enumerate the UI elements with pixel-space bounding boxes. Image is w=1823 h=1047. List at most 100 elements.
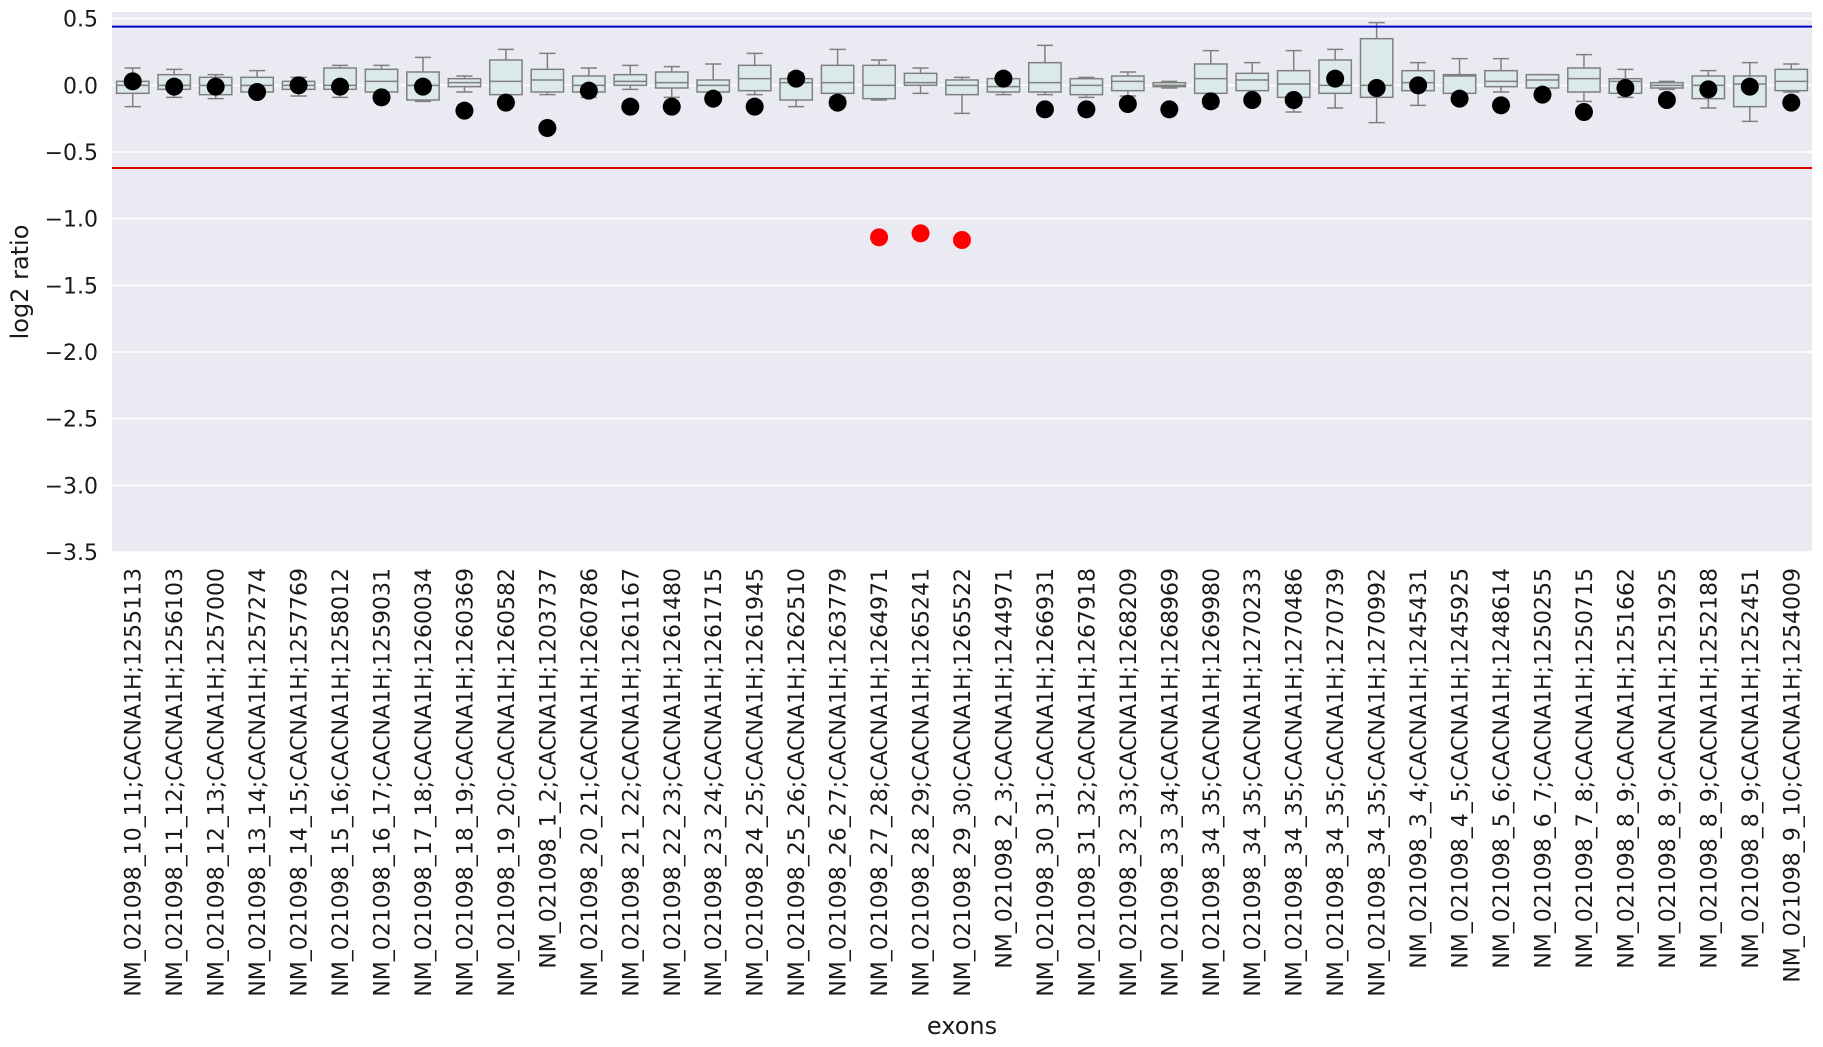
x-tick-label: NM_021098_34_35;CACNA1H;1270992	[1366, 568, 1391, 997]
x-tick-label: NM_021098_9_10;CACNA1H;1254009	[1780, 568, 1805, 983]
sample-point	[1118, 95, 1137, 113]
x-tick-label: NM_021098_2_3;CACNA1H;1244971	[992, 568, 1017, 969]
x-tick-label: NM_021098_26_27;CACNA1H;1263779	[827, 568, 852, 997]
x-tick-label: NM_021098_16_17;CACNA1H;1259031	[371, 568, 396, 997]
box-body	[1567, 67, 1601, 93]
sample-point	[745, 97, 764, 116]
box	[1442, 57, 1477, 96]
sample-point	[1574, 103, 1593, 121]
box	[654, 65, 689, 99]
box-body	[1110, 75, 1145, 92]
y-tick-label: −2.0	[45, 341, 98, 366]
box	[1484, 57, 1518, 93]
y-tick-label: −0.5	[45, 141, 98, 166]
x-tick-label: NM_021098_34_35;CACNA1H;1270739	[1324, 568, 1349, 997]
sample-point	[1077, 100, 1096, 119]
sample-point	[870, 228, 889, 247]
box-body	[945, 79, 979, 96]
box	[1028, 44, 1062, 96]
y-axis-ticks: 0.5 0.0 −0.5 −1.0 −1.5 −2.0 −2.5 −3.0 −3.5	[45, 8, 98, 566]
x-axis-title: exons	[927, 1012, 997, 1040]
x-tick-label: NM_021098_32_33;CACNA1H;1268209	[1117, 568, 1142, 997]
sample-point	[1035, 100, 1054, 119]
sample-point	[579, 81, 598, 100]
y-axis-title: log2 ratio	[6, 225, 34, 340]
box	[1193, 49, 1228, 108]
sample-point	[289, 76, 308, 95]
box-body	[820, 64, 855, 95]
x-tick-label: NM_021098_5_6;CACNA1H;1248614	[1490, 568, 1515, 969]
sample-point	[206, 77, 225, 96]
box	[779, 72, 814, 108]
sample-point	[372, 88, 391, 107]
sample-point	[1699, 80, 1718, 99]
y-tick-label: −2.5	[45, 408, 98, 433]
box-body	[1359, 37, 1394, 99]
x-tick-label: NM_021098_23_24;CACNA1H;1261715	[702, 568, 727, 997]
box-body	[903, 72, 938, 87]
x-tick-label: NM_021098_8_9;CACNA1H;1251925	[1656, 568, 1681, 969]
x-tick-label: NM_021098_34_35;CACNA1H;1270233	[1241, 568, 1266, 997]
y-tick-label: −3.5	[45, 541, 98, 566]
x-tick-label: NM_021098_8_9;CACNA1H;1252451	[1739, 568, 1764, 969]
y-tick-label: 0.5	[63, 8, 98, 33]
sample-point	[123, 72, 142, 91]
box-body	[1069, 77, 1104, 96]
x-tick-label: NM_021098_3_4;CACNA1H;1245431	[1407, 568, 1432, 969]
box	[862, 59, 896, 101]
x-tick-label: NM_021098_14_15;CACNA1H;1257769	[288, 568, 313, 997]
x-tick-label: NM_021098_11_12;CACNA1H;1256103	[163, 568, 188, 997]
box	[530, 52, 565, 96]
sample-point	[1616, 79, 1635, 97]
y-tick-label: −3.0	[45, 474, 98, 499]
x-tick-label: NM_021098_17_18;CACNA1H;1260034	[412, 568, 437, 997]
x-tick-label: NM_021098_8_9;CACNA1H;1252188	[1697, 568, 1722, 969]
box	[737, 52, 772, 96]
sample-point	[1326, 69, 1345, 88]
x-tick-label: NM_021098_22_23;CACNA1H;1261480	[661, 568, 686, 997]
sample-point	[165, 77, 184, 96]
sample-point	[1160, 100, 1179, 119]
x-tick-label: NM_021098_24_25;CACNA1H;1261945	[744, 568, 769, 997]
box	[1069, 76, 1104, 99]
x-tick-label: NM_021098_10_11;CACNA1H;1255113	[122, 568, 147, 997]
box-body	[1774, 68, 1809, 92]
y-tick-label: −1.5	[45, 274, 98, 299]
sample-point	[1284, 91, 1303, 109]
x-tick-label: NM_021098_29_30;CACNA1H;1265522	[951, 568, 976, 997]
sample-points	[123, 69, 1801, 249]
x-tick-label: NM_021098_21_22;CACNA1H;1261167	[619, 568, 644, 997]
box	[1152, 80, 1187, 89]
sample-point	[1657, 91, 1676, 109]
box	[447, 75, 482, 93]
sample-point	[455, 101, 474, 120]
y-tick-label: −1.0	[45, 208, 98, 233]
sample-point	[1740, 77, 1759, 96]
x-tick-label: NM_021098_34_35;CACNA1H;1270486	[1283, 568, 1308, 997]
box-body	[1028, 61, 1062, 93]
x-tick-label: NM_021098_31_32;CACNA1H;1267918	[1075, 568, 1100, 997]
x-tick-label: NM_021098_25_26;CACNA1H;1262510	[785, 568, 810, 997]
x-tick-label: NM_021098_6_7;CACNA1H;1250255	[1531, 568, 1556, 969]
box	[903, 67, 938, 95]
box	[613, 64, 648, 91]
x-tick-label: NM_021098_28_29;CACNA1H;1265241	[910, 568, 935, 997]
box	[1359, 21, 1394, 124]
sample-point	[1533, 85, 1552, 104]
sample-point	[1782, 93, 1801, 112]
threshold-lines	[112, 25, 1812, 169]
x-tick-label: NM_021098_4_5;CACNA1H;1245925	[1449, 568, 1474, 969]
sample-point	[911, 224, 930, 243]
sample-point	[1450, 89, 1469, 108]
box-body	[488, 59, 523, 96]
sample-point	[1201, 92, 1220, 111]
sample-point	[1409, 76, 1428, 95]
sample-point	[704, 89, 723, 108]
sample-point	[331, 77, 350, 96]
sample-point	[413, 77, 432, 96]
box-body	[613, 73, 648, 87]
x-tick-label: NM_021098_1_2;CACNA1H;1203737	[536, 568, 561, 969]
x-tick-label: NM_021098_33_34;CACNA1H;1268969	[1158, 568, 1183, 997]
sample-point	[953, 231, 971, 249]
